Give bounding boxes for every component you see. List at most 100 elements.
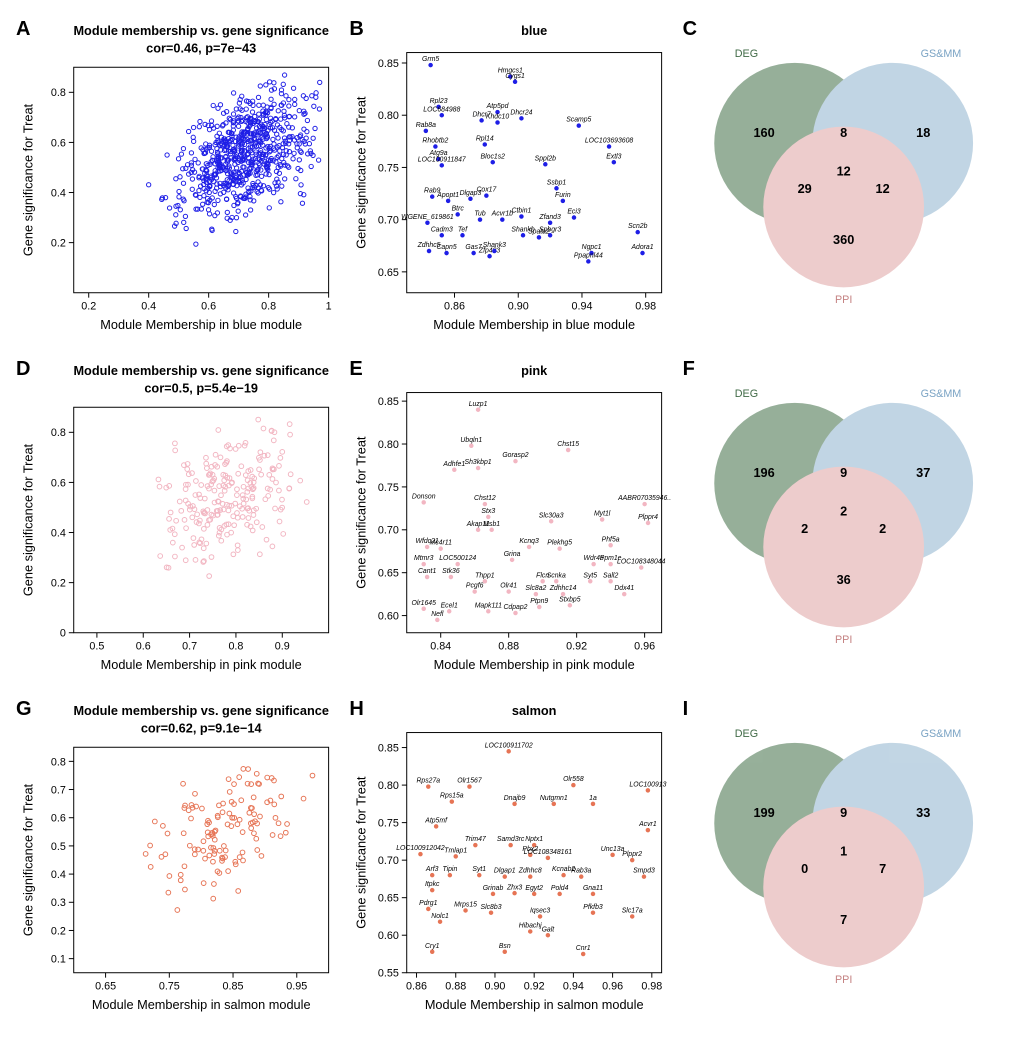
svg-text:Module Membership in blue modu: Module Membership in blue module (100, 317, 302, 332)
svg-text:Plekhg5: Plekhg5 (548, 540, 573, 547)
svg-text:0.7: 0.7 (182, 640, 197, 652)
svg-text:PPI: PPI (835, 634, 852, 646)
svg-text:LOC100913: LOC100913 (630, 781, 667, 788)
svg-text:Furin: Furin (555, 192, 571, 199)
svg-text:18: 18 (916, 125, 930, 140)
svg-text:160: 160 (753, 125, 774, 140)
svg-text:DEG: DEG (734, 48, 757, 60)
svg-text:Btrc: Btrc (452, 205, 465, 212)
svg-text:2: 2 (879, 521, 886, 536)
svg-text:pink: pink (521, 363, 548, 378)
svg-text:0.65: 0.65 (378, 893, 399, 905)
svg-text:GS&MM: GS&MM (920, 48, 961, 60)
svg-text:Tef: Tef (458, 226, 468, 233)
panel-F: FDEGGS&MMPPI19637369222 (677, 350, 1010, 690)
svg-text:Dhcr7: Dhcr7 (473, 112, 492, 119)
svg-text:Slc17a: Slc17a (622, 908, 643, 915)
svg-text:Module Membership in salmon mo: Module Membership in salmon module (92, 997, 311, 1012)
svg-text:Mtmr3: Mtmr3 (414, 555, 434, 562)
svg-text:Adora1: Adora1 (631, 244, 654, 251)
svg-text:LOC500124: LOC500124 (440, 555, 477, 562)
figure-panel-grid: A0.20.40.60.810.20.40.60.8Module Members… (0, 0, 1020, 1050)
svg-text:Grinab: Grinab (483, 885, 504, 892)
svg-text:0.60: 0.60 (378, 930, 399, 942)
svg-text:Kcnq3: Kcnq3 (520, 538, 540, 545)
svg-text:Zfand3: Zfand3 (539, 214, 562, 221)
svg-text:Cdpap2: Cdpap2 (504, 604, 528, 611)
svg-text:Scamp5: Scamp5 (567, 117, 592, 124)
figure-row-1: A0.20.40.60.810.20.40.60.8Module Members… (10, 10, 1010, 350)
svg-text:Slc8a2: Slc8a2 (526, 585, 547, 592)
svg-text:Stk36: Stk36 (442, 568, 460, 575)
svg-text:Dnajb9: Dnajb9 (504, 795, 526, 802)
svg-text:Ubqln1: Ubqln1 (461, 437, 483, 444)
svg-text:Nutgmn1: Nutgmn1 (540, 795, 568, 802)
svg-text:0.86: 0.86 (406, 980, 427, 992)
svg-text:Rpl23: Rpl23 (430, 98, 448, 105)
svg-text:0.85: 0.85 (223, 980, 244, 992)
svg-text:Module Membership in pink modu: Module Membership in pink module (101, 657, 302, 672)
svg-text:0.2: 0.2 (51, 925, 66, 937)
svg-text:12: 12 (836, 164, 850, 179)
svg-text:Rab8a: Rab8a (416, 122, 436, 129)
svg-text:Capn5: Capn5 (437, 244, 457, 251)
svg-text:12: 12 (875, 181, 889, 196)
svg-text:Ssbp1: Ssbp1 (547, 179, 567, 186)
svg-text:Eci3: Eci3 (568, 209, 582, 216)
svg-text:Adhfe1: Adhfe1 (443, 461, 466, 468)
svg-text:0.88: 0.88 (446, 980, 467, 992)
svg-text:LOC100912042: LOC100912042 (397, 845, 446, 852)
svg-text:Samd3rc: Samd3rc (497, 836, 525, 843)
svg-text:0.92: 0.92 (524, 980, 545, 992)
svg-text:0.88: 0.88 (499, 640, 520, 652)
svg-text:0.5: 0.5 (51, 841, 66, 853)
svg-text:Dlgap1: Dlgap1 (494, 868, 516, 875)
svg-text:Plppr4: Plppr4 (638, 514, 658, 521)
svg-text:Luzp1: Luzp1 (469, 401, 488, 408)
svg-text:Mc4r11: Mc4r11 (430, 540, 453, 547)
svg-text:Atp5mf: Atp5mf (425, 817, 449, 824)
svg-text:0.4: 0.4 (51, 527, 66, 539)
svg-text:Tipin: Tipin (443, 866, 458, 873)
svg-text:0.80: 0.80 (378, 439, 399, 451)
svg-text:0.98: 0.98 (636, 300, 657, 312)
svg-text:199: 199 (753, 805, 774, 820)
svg-text:DEG: DEG (734, 728, 757, 740)
svg-text:AABR07035946..: AABR07035946.. (617, 495, 671, 502)
svg-text:Pfkfb3: Pfkfb3 (584, 904, 604, 911)
panel-H: H0.860.880.900.920.940.960.980.550.600.6… (343, 690, 676, 1030)
svg-text:360: 360 (833, 232, 854, 247)
svg-text:cor=0.62, p=9.1e−14: cor=0.62, p=9.1e−14 (141, 721, 263, 736)
svg-text:0.6: 0.6 (51, 477, 66, 489)
svg-text:0.70: 0.70 (378, 855, 399, 867)
svg-text:Gorasp2: Gorasp2 (503, 452, 529, 459)
svg-text:0.90: 0.90 (485, 980, 506, 992)
svg-text:Module Membership in blue modu: Module Membership in blue module (434, 317, 636, 332)
svg-text:Cant1: Cant1 (418, 568, 436, 575)
svg-text:Grm5: Grm5 (422, 56, 439, 63)
svg-text:LOC103693608: LOC103693608 (585, 138, 634, 145)
svg-text:Bsn: Bsn (499, 943, 511, 950)
svg-text:Zdhhc14: Zdhhc14 (549, 585, 577, 592)
svg-text:Rps15a: Rps15a (440, 793, 464, 800)
svg-text:2: 2 (801, 521, 808, 536)
svg-text:0.85: 0.85 (378, 396, 399, 408)
svg-text:0.55: 0.55 (378, 968, 399, 980)
svg-text:36: 36 (836, 572, 850, 587)
svg-text:Iqsec3: Iqsec3 (530, 908, 550, 915)
svg-text:0: 0 (60, 628, 66, 640)
svg-text:Module membership vs. gene sig: Module membership vs. gene significance (73, 363, 328, 378)
svg-text:LOC684988: LOC684988 (424, 106, 461, 113)
svg-text:29: 29 (797, 181, 811, 196)
svg-text:Stxbp5: Stxbp5 (560, 596, 582, 603)
panel-C: CDEGGS&MMPPI160183608291212 (677, 10, 1010, 350)
svg-text:LOC108348161: LOC108348161 (524, 849, 573, 856)
svg-text:0.6: 0.6 (51, 137, 66, 149)
svg-text:0.85: 0.85 (378, 58, 399, 70)
svg-text:Gene significance for Treat: Gene significance for Treat (21, 443, 36, 596)
svg-text:0.4: 0.4 (141, 300, 156, 312)
svg-text:0.5: 0.5 (89, 640, 104, 652)
panel-G: G0.650.750.850.950.10.20.30.40.50.60.70.… (10, 690, 343, 1030)
svg-text:2: 2 (840, 504, 847, 519)
svg-text:0.80: 0.80 (378, 780, 399, 792)
